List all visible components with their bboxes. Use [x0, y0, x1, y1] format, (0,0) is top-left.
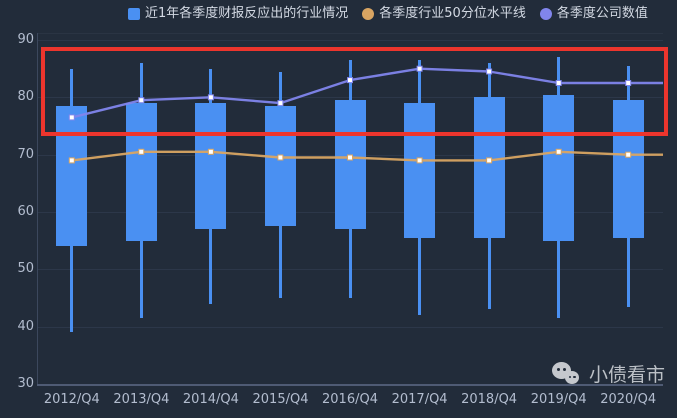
candlestick-bar[interactable]	[543, 94, 575, 241]
legend-item-median-line[interactable]: 各季度行业50分位水平线	[362, 7, 526, 20]
y-axis-tick-label: 90	[17, 32, 34, 47]
wechat-bubbles-icon	[552, 362, 583, 389]
plot-top-border	[37, 33, 663, 34]
legend-label: 各季度行业50分位水平线	[379, 6, 526, 21]
y-axis-tick-label: 30	[17, 376, 34, 391]
x-axis-tick-label: 2015/Q4	[252, 392, 309, 407]
legend-square-symbol	[128, 7, 140, 20]
x-axis-tick-label: 2014/Q4	[182, 392, 239, 407]
x-axis-tick-label: 2016/Q4	[322, 392, 378, 407]
legend-label: 各季度公司数值	[556, 6, 648, 21]
highlight-rectangle	[41, 46, 668, 136]
watermark: 小债看市	[552, 362, 665, 389]
x-axis-tick-label: 2017/Q4	[391, 392, 448, 407]
y-axis-tick-label: 70	[17, 146, 34, 162]
y-gridline	[37, 40, 663, 41]
x-axis-tick-label: 2018/Q4	[461, 392, 518, 407]
industry-median-line	[71, 150, 663, 162]
candlestick-bar[interactable]	[404, 103, 436, 238]
candlestick-bar[interactable]	[612, 100, 644, 238]
candlestick-bar[interactable]	[56, 105, 88, 247]
x-axis-tick-label: 2020/Q4	[600, 392, 657, 407]
y-axis-line	[37, 33, 38, 384]
legend-label: 近1年各季度财报反应出的行业情况	[145, 6, 349, 21]
x-axis-tick-label: 2013/Q4	[113, 392, 170, 407]
legend-circle-symbol	[362, 7, 375, 20]
legend: 近1年各季度财报反应出的行业情况 各季度行业50分位水平线 各季度公司数值	[128, 7, 648, 20]
candlestick-bar[interactable]	[334, 100, 366, 230]
legend-item-company-line[interactable]: 各季度公司数值	[539, 6, 648, 21]
candlestick-bar[interactable]	[264, 105, 296, 227]
candlestick-bar[interactable]	[473, 97, 505, 238]
candlestick-bar[interactable]	[125, 103, 157, 241]
candlestick-bar[interactable]	[195, 103, 227, 230]
x-axis-line	[37, 383, 663, 386]
watermark-text: 小债看市	[589, 364, 666, 386]
y-axis-tick-label: 80	[17, 89, 34, 105]
x-axis-tick-label: 2019/Q4	[530, 392, 587, 407]
y-axis-tick-label: 40	[17, 318, 34, 334]
y-axis-tick-label: 60	[17, 204, 34, 219]
legend-item-industry-boxes[interactable]: 近1年各季度财报反应出的行业情况	[128, 7, 348, 20]
y-gridline	[37, 326, 663, 328]
legend-circle-symbol	[539, 7, 552, 20]
x-axis-tick-label: 2012/Q4	[43, 392, 100, 407]
y-axis-tick-label: 50	[17, 261, 34, 277]
